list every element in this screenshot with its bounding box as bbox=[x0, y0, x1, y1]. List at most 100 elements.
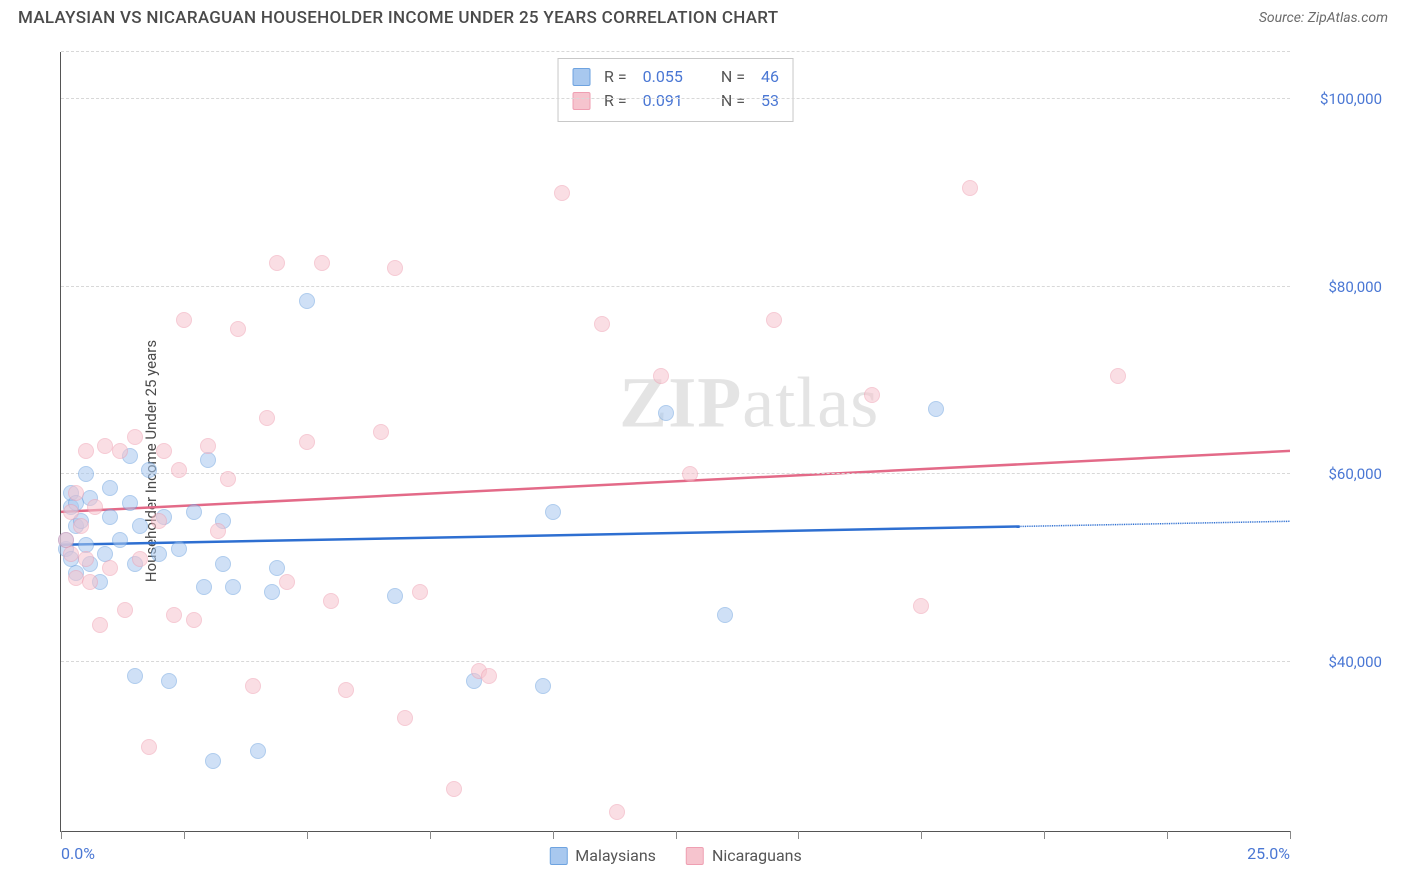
scatter-point bbox=[314, 255, 330, 271]
scatter-point bbox=[210, 523, 226, 539]
scatter-point bbox=[141, 462, 157, 478]
gridline bbox=[61, 473, 1290, 474]
scatter-point bbox=[166, 607, 182, 623]
scatter-point bbox=[913, 598, 929, 614]
scatter-point bbox=[658, 405, 674, 421]
scatter-point bbox=[230, 321, 246, 337]
scatter-point bbox=[200, 452, 216, 468]
header: MALAYSIAN VS NICARAGUAN HOUSEHOLDER INCO… bbox=[0, 0, 1406, 32]
legend-label: Malaysians bbox=[575, 846, 656, 865]
scatter-point bbox=[200, 438, 216, 454]
scatter-point bbox=[264, 584, 280, 600]
y-tick-label: $60,000 bbox=[1328, 465, 1382, 483]
x-tick bbox=[307, 831, 308, 839]
regression-line bbox=[61, 451, 1290, 512]
x-tick bbox=[1290, 831, 1291, 839]
scatter-point bbox=[220, 471, 236, 487]
scatter-point bbox=[186, 504, 202, 520]
scatter-point bbox=[73, 518, 89, 534]
scatter-point bbox=[161, 673, 177, 689]
scatter-point bbox=[412, 584, 428, 600]
scatter-point bbox=[397, 710, 413, 726]
stats-swatch-malaysians bbox=[572, 68, 590, 86]
scatter-point bbox=[68, 570, 84, 586]
scatter-point bbox=[102, 509, 118, 525]
x-tick bbox=[921, 831, 922, 839]
regression-line bbox=[61, 526, 1020, 544]
scatter-point bbox=[323, 593, 339, 609]
scatter-point bbox=[141, 739, 157, 755]
scatter-point bbox=[122, 495, 138, 511]
legend-label: Nicaraguans bbox=[712, 846, 802, 865]
scatter-point bbox=[962, 180, 978, 196]
x-tick bbox=[61, 831, 62, 839]
stats-n-value: 53 bbox=[761, 89, 779, 113]
scatter-point bbox=[127, 429, 143, 445]
watermark-atlas: atlas bbox=[742, 362, 879, 442]
scatter-point bbox=[171, 462, 187, 478]
scatter-point bbox=[269, 255, 285, 271]
scatter-point bbox=[97, 438, 113, 454]
legend-item-malaysians: Malaysians bbox=[549, 846, 656, 865]
scatter-point bbox=[68, 485, 84, 501]
scatter-point bbox=[338, 682, 354, 698]
stats-r-label: R = bbox=[604, 65, 627, 89]
scatter-point bbox=[245, 678, 261, 694]
x-tick bbox=[798, 831, 799, 839]
scatter-point bbox=[766, 312, 782, 328]
plot-area: ZIPatlas R = 0.055 N = 46 R = 0.091 N = … bbox=[60, 52, 1290, 832]
scatter-point bbox=[78, 551, 94, 567]
scatter-point bbox=[132, 551, 148, 567]
scatter-point bbox=[446, 781, 462, 797]
stats-n-label: N = bbox=[721, 89, 745, 113]
stats-r-value: 0.091 bbox=[643, 89, 683, 113]
scatter-point bbox=[653, 368, 669, 384]
scatter-point bbox=[928, 401, 944, 417]
chart-container: Householder Income Under 25 years ZIPatl… bbox=[18, 40, 1388, 882]
scatter-point bbox=[151, 546, 167, 562]
x-tick bbox=[676, 831, 677, 839]
scatter-point bbox=[481, 668, 497, 684]
scatter-point bbox=[171, 541, 187, 557]
regression-lines bbox=[61, 52, 1290, 831]
scatter-point bbox=[87, 499, 103, 515]
stats-row-nicaraguans: R = 0.091 N = 53 bbox=[572, 89, 779, 113]
scatter-point bbox=[176, 312, 192, 328]
scatter-point bbox=[196, 579, 212, 595]
bottom-legend: Malaysians Nicaraguans bbox=[549, 846, 801, 865]
scatter-point bbox=[864, 387, 880, 403]
watermark-zip: ZIP bbox=[619, 362, 742, 442]
legend-swatch-nicaraguans bbox=[686, 847, 704, 865]
source-attribution: Source: ZipAtlas.com bbox=[1259, 10, 1388, 26]
scatter-point bbox=[127, 668, 143, 684]
scatter-point bbox=[299, 434, 315, 450]
scatter-point bbox=[132, 518, 148, 534]
scatter-point bbox=[609, 804, 625, 820]
scatter-point bbox=[269, 560, 285, 576]
scatter-point bbox=[250, 743, 266, 759]
gridline bbox=[61, 286, 1290, 287]
scatter-point bbox=[387, 260, 403, 276]
scatter-point bbox=[82, 574, 98, 590]
stats-box: R = 0.055 N = 46 R = 0.091 N = 53 bbox=[557, 58, 794, 122]
scatter-point bbox=[215, 556, 231, 572]
x-tick-label: 25.0% bbox=[1247, 844, 1290, 863]
x-tick bbox=[430, 831, 431, 839]
x-tick bbox=[184, 831, 185, 839]
scatter-point bbox=[594, 316, 610, 332]
scatter-point bbox=[717, 607, 733, 623]
scatter-point bbox=[373, 424, 389, 440]
scatter-point bbox=[259, 410, 275, 426]
y-tick-label: $100,000 bbox=[1320, 90, 1382, 108]
x-tick-label: 0.0% bbox=[61, 844, 95, 863]
scatter-point bbox=[682, 466, 698, 482]
scatter-point bbox=[554, 185, 570, 201]
scatter-point bbox=[112, 532, 128, 548]
legend-item-nicaraguans: Nicaraguans bbox=[686, 846, 802, 865]
scatter-point bbox=[78, 443, 94, 459]
y-tick-label: $40,000 bbox=[1328, 653, 1382, 671]
scatter-point bbox=[63, 504, 79, 520]
legend-swatch-malaysians bbox=[549, 847, 567, 865]
regression-line-extrapolated bbox=[1020, 521, 1290, 526]
gridline bbox=[61, 98, 1290, 99]
